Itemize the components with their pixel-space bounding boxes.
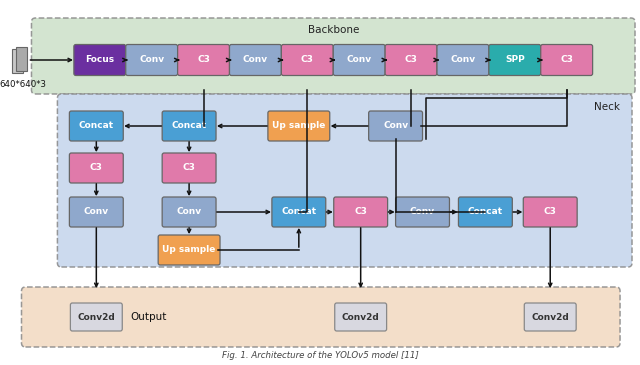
FancyBboxPatch shape: [268, 111, 330, 141]
FancyBboxPatch shape: [15, 47, 28, 71]
FancyBboxPatch shape: [12, 49, 24, 73]
FancyBboxPatch shape: [282, 45, 333, 76]
FancyBboxPatch shape: [125, 45, 178, 76]
Text: C3: C3: [544, 207, 557, 216]
FancyBboxPatch shape: [31, 18, 635, 94]
FancyBboxPatch shape: [69, 111, 124, 141]
FancyBboxPatch shape: [158, 235, 220, 265]
FancyBboxPatch shape: [74, 45, 125, 76]
Text: 640*640*3: 640*640*3: [0, 80, 47, 89]
FancyBboxPatch shape: [458, 197, 512, 227]
FancyBboxPatch shape: [69, 153, 124, 183]
Text: C3: C3: [197, 55, 210, 65]
Text: C3: C3: [301, 55, 314, 65]
Text: Up sample: Up sample: [163, 246, 216, 254]
FancyBboxPatch shape: [230, 45, 282, 76]
FancyBboxPatch shape: [272, 197, 326, 227]
Text: C3: C3: [404, 55, 417, 65]
FancyBboxPatch shape: [70, 303, 122, 331]
Text: Conv2d: Conv2d: [77, 312, 115, 322]
Text: Concat: Concat: [281, 207, 316, 216]
Text: Concat: Concat: [79, 122, 114, 131]
Text: C3: C3: [90, 164, 103, 173]
FancyBboxPatch shape: [162, 153, 216, 183]
Text: Backbone: Backbone: [308, 25, 359, 35]
FancyBboxPatch shape: [524, 303, 576, 331]
Text: Conv2d: Conv2d: [531, 312, 569, 322]
FancyBboxPatch shape: [162, 197, 216, 227]
Text: Conv: Conv: [177, 207, 202, 216]
Text: Neck: Neck: [594, 102, 620, 112]
Text: Conv2d: Conv2d: [342, 312, 380, 322]
FancyBboxPatch shape: [385, 45, 437, 76]
Text: C3: C3: [182, 164, 196, 173]
FancyBboxPatch shape: [489, 45, 541, 76]
FancyBboxPatch shape: [178, 45, 230, 76]
FancyBboxPatch shape: [396, 197, 449, 227]
FancyBboxPatch shape: [524, 197, 577, 227]
FancyBboxPatch shape: [369, 111, 422, 141]
Text: Concat: Concat: [172, 122, 207, 131]
FancyBboxPatch shape: [335, 303, 387, 331]
FancyBboxPatch shape: [333, 45, 385, 76]
Text: Focus: Focus: [85, 55, 115, 65]
Text: Conv: Conv: [243, 55, 268, 65]
FancyBboxPatch shape: [333, 197, 388, 227]
Text: SPP: SPP: [505, 55, 525, 65]
Text: Fig. 1. Architecture of the YOLOv5 model [11]: Fig. 1. Architecture of the YOLOv5 model…: [223, 351, 419, 360]
Text: Output: Output: [130, 312, 166, 322]
Text: Conv: Conv: [451, 55, 476, 65]
FancyBboxPatch shape: [58, 94, 632, 267]
Text: C3: C3: [355, 207, 367, 216]
Text: Conv: Conv: [139, 55, 164, 65]
Text: Up sample: Up sample: [272, 122, 326, 131]
Text: C3: C3: [560, 55, 573, 65]
Text: Conv: Conv: [383, 122, 408, 131]
FancyBboxPatch shape: [162, 111, 216, 141]
FancyBboxPatch shape: [437, 45, 489, 76]
Text: Conv: Conv: [410, 207, 435, 216]
FancyBboxPatch shape: [69, 197, 124, 227]
Text: Conv: Conv: [84, 207, 109, 216]
Text: Concat: Concat: [468, 207, 503, 216]
FancyBboxPatch shape: [541, 45, 593, 76]
FancyBboxPatch shape: [22, 287, 620, 347]
Text: Conv: Conv: [347, 55, 372, 65]
